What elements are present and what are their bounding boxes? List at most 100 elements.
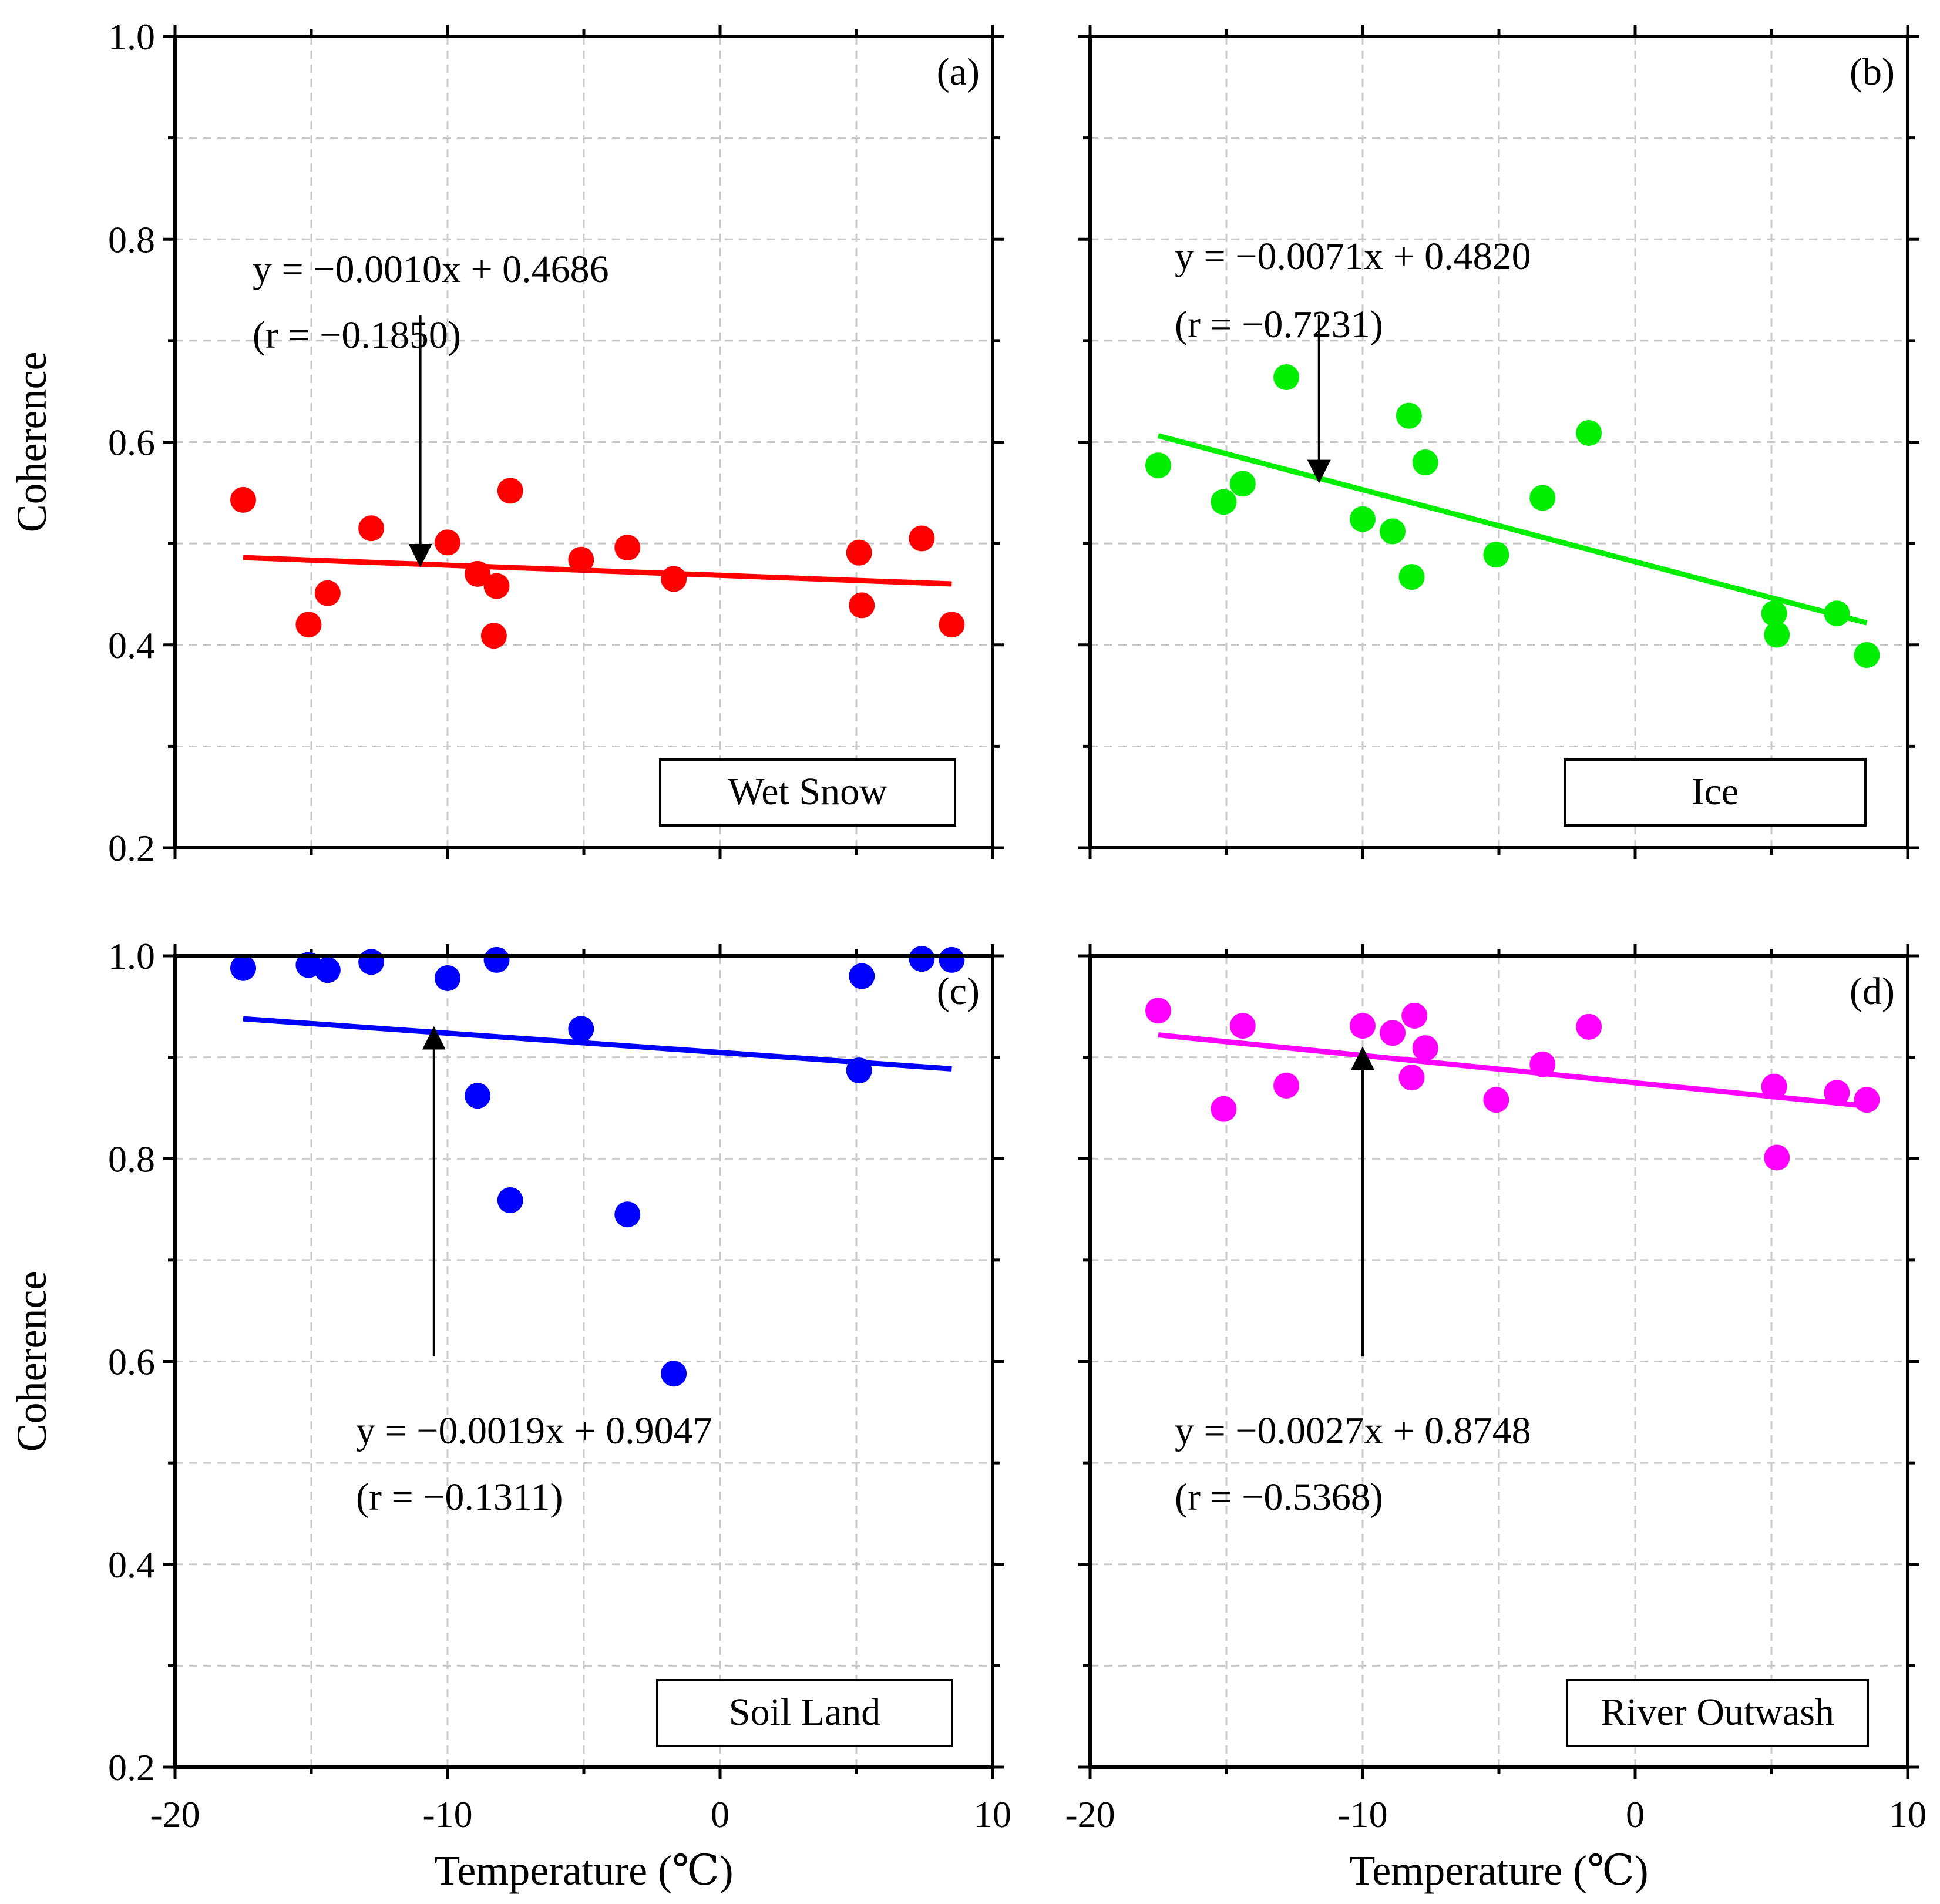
data-point: [497, 478, 523, 504]
chart-panel-d: -20 -10 0 10 Temperature (℃) y = −0.0027x + 0…: [1065, 944, 1926, 1894]
correlation-coefficient: (r = −0.5368): [1175, 1476, 1383, 1519]
plot-frame: [1088, 35, 1909, 849]
data-point: [939, 946, 965, 973]
x-tick-label: -10: [1337, 1794, 1387, 1835]
fit-equation: y = −0.0027x + 0.8748: [1175, 1409, 1531, 1452]
correlation-coefficient: (r = −0.1850): [253, 314, 461, 357]
data-points: [1145, 998, 1880, 1171]
regression-line: [243, 1016, 952, 1072]
regression-line: [1157, 433, 1868, 626]
data-point: [1273, 364, 1300, 391]
gridlines: [175, 36, 993, 848]
data-point: [1764, 1144, 1790, 1171]
legend-box: [656, 1679, 953, 1747]
data-points: [1145, 364, 1880, 669]
panel-label: (c): [937, 970, 980, 1013]
data-point: [230, 486, 256, 513]
data-point: [568, 546, 594, 573]
correlation-coefficient: (r = −0.1311): [356, 1476, 563, 1519]
regression-line: [243, 555, 952, 587]
plot-frame: [1088, 954, 1909, 1769]
fit-equation: y = −0.0071x + 0.4820: [1175, 235, 1531, 278]
legend-box: [659, 758, 956, 827]
legend-box: [1564, 758, 1867, 827]
data-point: [849, 592, 875, 619]
data-point: [497, 1187, 523, 1214]
data-point: [230, 955, 256, 981]
data-point: [614, 535, 641, 561]
data-point: [435, 529, 460, 556]
data-point: [614, 1201, 641, 1228]
x-tick-label: -20: [1065, 1794, 1115, 1835]
data-point: [909, 525, 935, 552]
data-point: [358, 949, 385, 975]
data-point: [1576, 1013, 1602, 1040]
data-point: [1229, 471, 1256, 497]
fit-equation: y = −0.0019x + 0.9047: [356, 1409, 712, 1452]
plot-frame: [173, 35, 994, 849]
data-point: [1824, 1080, 1850, 1106]
data-point: [909, 946, 935, 972]
data-point: [1412, 449, 1438, 476]
data-point: [358, 515, 385, 542]
data-point: [1761, 600, 1787, 627]
data-point: [1761, 1073, 1787, 1100]
x-tick-label: 10: [974, 1794, 1011, 1835]
data-point: [1396, 402, 1422, 429]
data-point: [1764, 622, 1790, 648]
x-axis-label: Temperature (℃): [434, 1847, 733, 1894]
data-point: [435, 965, 460, 991]
data-point: [939, 612, 965, 638]
x-axis-label: Temperature (℃): [1349, 1847, 1648, 1894]
y-axis-label: Coherence: [8, 352, 55, 533]
data-point: [1529, 1051, 1556, 1077]
data-point: [314, 580, 341, 606]
chart-panel-b: y = −0.0071x + 0.4820 (r = −0.7231) (b) Ice: [1078, 25, 1919, 859]
data-point: [1229, 1013, 1256, 1039]
y-tick-label: 0.4: [108, 624, 155, 666]
x-tick-label: 10: [1889, 1794, 1926, 1835]
x-tick-label: -20: [150, 1794, 200, 1835]
data-point: [1211, 1096, 1237, 1122]
data-point: [295, 612, 322, 638]
y-tick-label: 0.8: [108, 219, 155, 260]
gridlines: [1090, 36, 1908, 848]
data-point: [661, 1361, 687, 1387]
legend-box: [1566, 1679, 1869, 1747]
data-point: [661, 566, 687, 592]
y-axis-label: Coherence: [8, 1271, 55, 1452]
data-point: [1412, 1035, 1438, 1062]
fit-equation: y = −0.0010x + 0.4686: [253, 248, 609, 291]
plot-frame: [173, 954, 994, 1769]
y-tick-label: 0.8: [108, 1138, 155, 1180]
data-point: [1273, 1072, 1300, 1099]
data-point: [314, 957, 341, 983]
data-point: [465, 1083, 491, 1109]
legend-label: Soil Land: [729, 1691, 881, 1734]
x-tick-label: 0: [1626, 1794, 1645, 1835]
gridlines: [175, 956, 993, 1767]
panel-label: (b): [1850, 51, 1895, 93]
data-point: [1401, 1002, 1428, 1029]
data-point: [568, 1016, 594, 1042]
panel-label: (a): [937, 51, 980, 93]
data-point: [1824, 600, 1850, 627]
axis-ticks: [163, 25, 1004, 859]
legend-label: Wet Snow: [728, 770, 887, 813]
correlation-coefficient: (r = −0.7231): [1175, 303, 1383, 346]
data-point: [483, 573, 510, 599]
legend-label: River Outwash: [1601, 1691, 1834, 1734]
gridlines: [1090, 956, 1908, 1767]
data-point: [846, 539, 872, 566]
y-tick-label: 0.2: [108, 1747, 155, 1788]
data-point: [1576, 419, 1602, 446]
regression-line: [1158, 1032, 1867, 1109]
y-tick-label: 0.2: [108, 827, 155, 869]
data-point: [1380, 1020, 1406, 1046]
y-tick-label: 0.4: [108, 1544, 155, 1586]
data-point: [1350, 506, 1376, 532]
x-tick-label: 0: [711, 1794, 729, 1835]
data-point: [1529, 485, 1556, 511]
data-point: [1211, 489, 1237, 515]
data-point: [1398, 564, 1425, 590]
